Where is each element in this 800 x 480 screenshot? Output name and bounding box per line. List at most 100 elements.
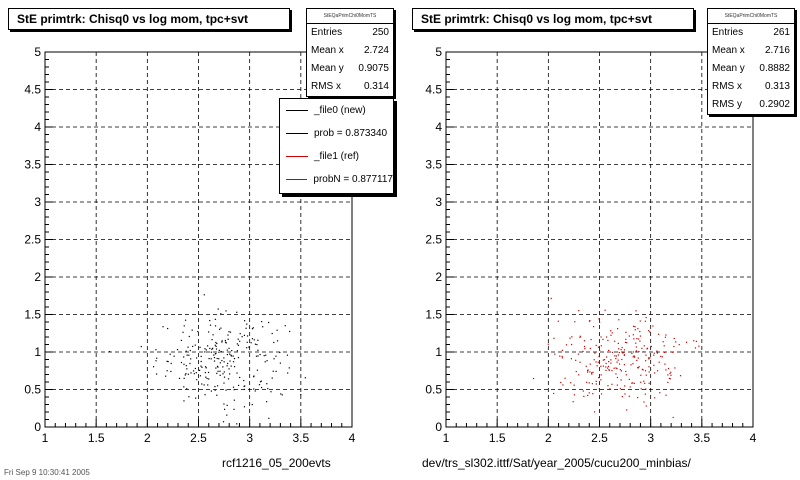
data-point — [166, 360, 168, 362]
data-point — [661, 356, 663, 358]
data-point — [588, 382, 590, 384]
data-point — [246, 335, 249, 337]
data-point — [664, 336, 667, 338]
data-point — [258, 384, 261, 386]
data-point — [232, 355, 234, 357]
data-point — [287, 372, 289, 374]
y-tick-label: 1 — [34, 345, 41, 359]
data-point — [223, 403, 225, 405]
data-point — [598, 356, 600, 358]
data-point — [624, 341, 627, 344]
data-point — [557, 320, 559, 322]
y-tick-label: 5 — [34, 45, 41, 59]
x-tick-label: 4 — [750, 431, 757, 445]
data-point — [219, 374, 221, 376]
data-point — [618, 363, 621, 365]
data-point — [223, 357, 225, 359]
data-point — [201, 383, 203, 385]
data-point — [625, 338, 627, 340]
data-point — [584, 348, 586, 350]
data-point — [233, 366, 236, 368]
data-point — [637, 367, 639, 369]
data-point — [227, 338, 229, 340]
data-point — [300, 393, 302, 396]
data-point — [215, 367, 217, 369]
data-point — [585, 365, 587, 367]
data-point — [607, 365, 610, 368]
data-point — [211, 348, 213, 350]
data-point — [607, 385, 609, 387]
data-point — [632, 356, 634, 358]
data-point — [201, 366, 203, 368]
y-tick-label: 3 — [435, 195, 442, 209]
data-point — [553, 337, 555, 339]
data-point — [632, 382, 634, 384]
data-point — [617, 328, 619, 330]
data-point — [600, 374, 602, 376]
data-point — [185, 350, 187, 352]
data-point — [623, 351, 625, 354]
data-point — [284, 325, 286, 327]
data-point — [237, 344, 240, 346]
data-point — [644, 393, 646, 395]
data-point — [271, 332, 273, 335]
data-point — [215, 348, 218, 350]
data-point — [229, 331, 232, 333]
data-point — [222, 366, 224, 368]
data-point — [574, 321, 576, 323]
data-point — [220, 327, 222, 329]
data-point — [170, 370, 172, 373]
legend-entry-file0: _file0 (new) — [280, 99, 393, 122]
data-point — [209, 347, 211, 350]
data-point — [662, 341, 664, 343]
data-point — [645, 405, 647, 407]
data-point — [204, 351, 206, 353]
data-point — [173, 355, 175, 357]
data-point — [227, 378, 230, 380]
data-point — [582, 350, 584, 352]
stats-row-rms-x: RMS x 0.313 — [712, 81, 790, 92]
data-point — [280, 393, 282, 395]
x-tick-label: 1.5 — [88, 431, 105, 445]
data-point — [200, 355, 202, 358]
data-point — [266, 401, 268, 403]
data-point — [215, 341, 217, 344]
data-point — [212, 334, 214, 336]
data-point — [213, 354, 215, 356]
data-point — [218, 351, 220, 353]
data-point — [589, 371, 591, 373]
data-point — [281, 394, 283, 396]
data-point — [611, 383, 613, 385]
data-point — [279, 362, 281, 364]
data-point — [192, 345, 194, 348]
data-point — [593, 359, 595, 361]
data-point — [205, 367, 207, 369]
data-point — [631, 352, 633, 355]
data-point — [165, 375, 167, 377]
data-point — [579, 335, 581, 337]
data-point — [212, 347, 214, 349]
data-point — [646, 348, 648, 350]
data-point — [248, 346, 250, 348]
data-point — [207, 371, 210, 374]
data-point — [215, 352, 217, 355]
data-point — [645, 316, 647, 319]
data-point — [664, 351, 666, 353]
data-point — [233, 408, 235, 410]
data-point — [623, 364, 625, 366]
data-point — [196, 357, 198, 359]
x-tick-label: 1.5 — [489, 431, 506, 445]
stats-row-entries: Entries 250 — [311, 27, 389, 38]
data-point — [577, 353, 579, 355]
plot-title: StE primtrk: Chisq0 vs log mom, tpc+svt — [412, 8, 694, 30]
data-point — [598, 321, 601, 323]
data-point — [650, 345, 652, 348]
data-point — [654, 372, 656, 374]
data-point — [221, 359, 223, 362]
data-point — [636, 338, 638, 340]
data-point — [672, 351, 674, 353]
data-point — [575, 359, 577, 361]
data-point — [640, 388, 642, 390]
data-point — [619, 388, 621, 390]
data-point — [209, 319, 211, 322]
